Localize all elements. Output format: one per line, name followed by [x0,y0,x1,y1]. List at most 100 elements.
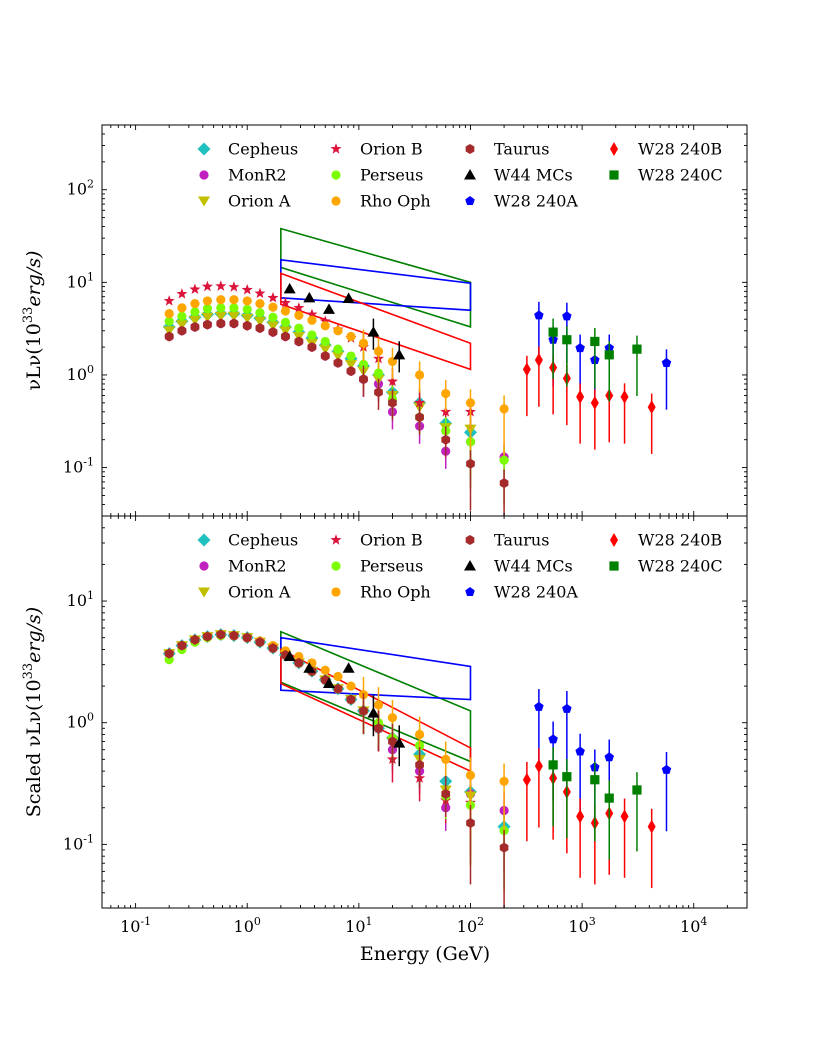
data-point [164,308,174,319]
legend-label: W28 240A [494,583,578,602]
data-points [162,628,672,908]
data-point [214,311,227,322]
y-ticks [102,515,747,909]
data-point [229,630,239,641]
data-point [415,412,424,423]
data-point [632,344,642,354]
data-point [604,793,614,803]
data-point [176,288,188,299]
legend-label: W44 MCs [494,557,573,576]
legend-entry-w28-240c: W28 240C [609,166,723,185]
legend-label: Cepheus [228,531,298,550]
data-point [229,295,239,305]
data-point [203,631,212,642]
data-point [346,681,356,691]
data-point [374,387,383,398]
data-point [441,434,451,445]
data-point [499,842,509,853]
data-point [216,318,226,329]
data-point [216,303,226,313]
data-point [590,395,599,410]
data-point [388,397,397,408]
data-point [499,404,509,414]
data-point [575,746,585,756]
y-tick-label: 100 [67,363,94,384]
legend-marker [465,587,475,597]
legend-entry-w28-240b: W28 240B [610,140,722,159]
legend-entry-cepheus: Cepheus [197,140,298,159]
data-point [548,327,558,337]
legend-label: W28 240C [638,166,723,185]
data-point [466,817,475,828]
data-point [346,694,356,705]
data-point [241,313,254,324]
legend-marker [198,587,210,598]
data-point [373,346,384,356]
y-tick-label: 101 [67,589,94,610]
y-ticks [102,124,747,517]
data-point [522,772,531,787]
legend-marker [464,560,476,571]
series-cepheus [162,628,511,889]
data-point [163,326,176,337]
legend-label: W28 240B [638,140,722,159]
data-point [255,298,265,309]
model-band-1 [280,227,472,329]
model-band-2 [280,258,472,312]
data-point [177,303,187,313]
data-point [201,280,213,292]
series-w28-240c [548,747,642,860]
data-point [280,306,291,316]
data-point [522,362,531,377]
data-point [228,281,240,292]
data-point [215,280,227,291]
data-point [590,775,600,785]
legend-entry-w44-mcs: W44 MCs [464,166,573,185]
data-point [241,284,253,295]
data-point [358,338,369,348]
data-point [322,303,335,314]
data-point [279,297,291,308]
data-point [293,302,305,313]
data-point [319,344,332,355]
data-point [342,662,355,673]
series-rho-oph [164,295,509,456]
data-point [359,705,368,716]
legend-label: W28 240C [638,557,723,576]
legend-entry-taurus: Taurus [465,531,549,550]
data-point [647,819,656,834]
data-point [306,308,318,320]
data-point [266,321,279,332]
legend-marker [331,170,341,180]
data-point [267,292,279,303]
data-point [344,359,357,370]
legend-marker [609,170,619,180]
data-point [280,317,291,327]
data-point [441,388,451,399]
data-point [190,321,200,332]
data-point [242,304,252,315]
series-perseus [164,630,509,892]
data-point [229,303,239,313]
data-point [661,764,672,774]
data-point [255,323,265,334]
x-tick-label: 102 [457,915,484,936]
data-point [387,713,398,723]
data-point [164,331,174,342]
data-point [216,629,226,640]
data-point [303,291,316,303]
data-point [320,336,330,347]
data-point [620,809,629,824]
data-point [466,458,475,469]
legend-label: Rho Oph [360,583,431,602]
data-point [190,298,200,309]
data-point [415,759,424,770]
data-point [164,648,174,659]
legend-marker [331,587,341,597]
series-w28-240a [534,301,672,410]
legend-marker [199,561,209,571]
x-tick-label: 103 [568,915,595,936]
data-point [319,315,331,326]
legend-entry-rho-oph: Rho Oph [331,192,431,211]
data-point [253,316,266,327]
